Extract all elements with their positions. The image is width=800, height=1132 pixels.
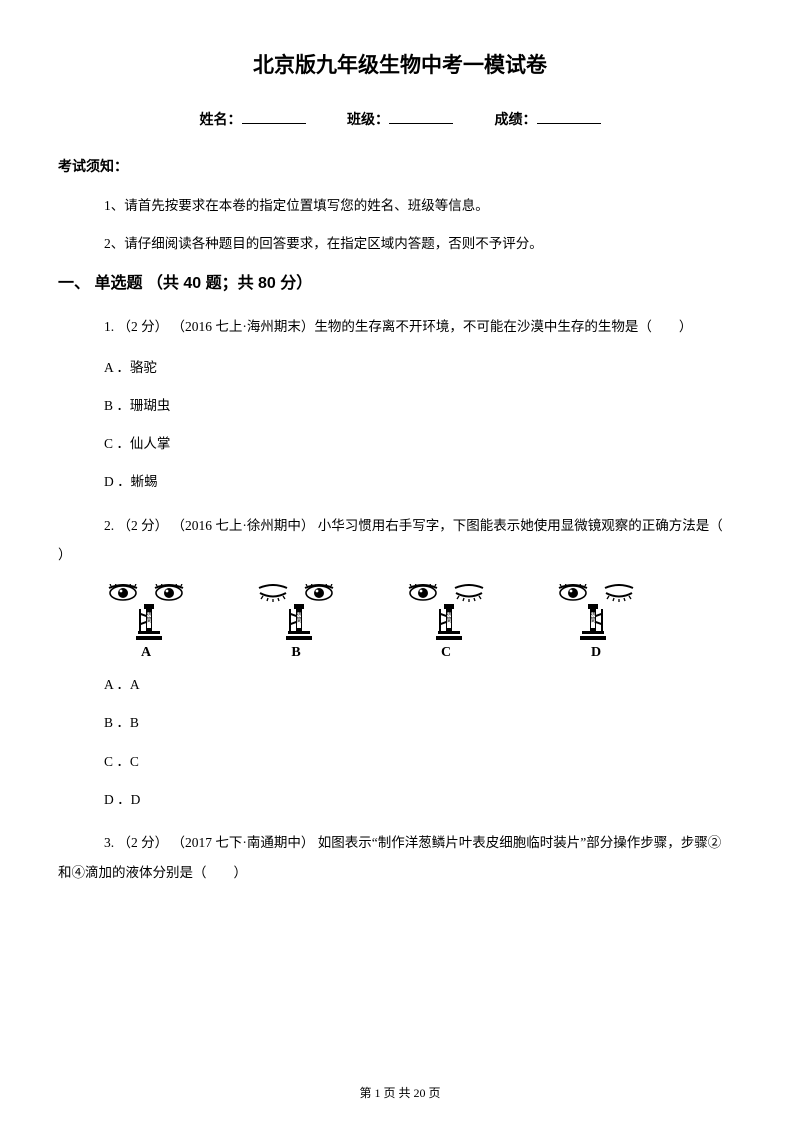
q2-stem-line2: ） — [58, 547, 72, 562]
q2-fig-a: 镜筒 A — [96, 584, 196, 663]
q2-fig-d-label: D — [591, 642, 601, 663]
q2-fig-d-eyes — [557, 584, 635, 602]
microscope-icon: 镜筒 — [581, 604, 611, 640]
score-blank[interactable] — [537, 110, 601, 124]
q2-fig-c: 镜筒 C — [396, 584, 496, 663]
section-1-heading: 一、 单选题 （共 40 题；共 80 分） — [58, 272, 742, 296]
q2-figure-row: 镜筒 A — [96, 584, 742, 663]
q2-opt-d: D ．D — [104, 790, 742, 810]
eye-closed-icon — [453, 584, 485, 602]
page-title: 北京版九年级生物中考一模试卷 — [58, 50, 742, 82]
q2-fig-b-label: B — [291, 642, 300, 663]
eye-open-icon — [557, 584, 589, 602]
q2-fig-c-label: C — [441, 642, 451, 663]
notice-heading: 考试须知： — [58, 157, 742, 178]
name-label: 姓名： — [200, 113, 242, 128]
eye-closed-icon — [257, 584, 289, 602]
q1-opt-b: B ．珊瑚虫 — [104, 396, 742, 416]
q3-stem-line1: 3. （2 分） （2017 七下·南通期中） 如图表示“制作洋葱鳞片叶表皮细胞… — [104, 835, 721, 850]
class-label: 班级： — [347, 113, 389, 128]
q2-opt-c: C ．C — [104, 752, 742, 772]
q2-opt-b: B ．B — [104, 713, 742, 733]
notice-line-2: 2、请仔细阅读各种题目的回答要求，在指定区域内答题，否则不予评分。 — [104, 234, 742, 254]
microscope-icon: 镜筒 — [431, 604, 461, 640]
eye-closed-icon — [603, 584, 635, 602]
q1-stem: 1. （2 分） （2016 七上·海州期末）生物的生存离不开环境，不可能在沙漠… — [104, 314, 742, 340]
q1-opt-d: D ．蜥蜴 — [104, 472, 742, 492]
name-blank[interactable] — [242, 110, 306, 124]
q2-fig-a-eyes — [107, 584, 185, 602]
microscope-icon: 镜筒 — [281, 604, 311, 640]
q2-stem-line1: 2. （2 分） （2016 七上·徐州期中） 小华习惯用右手写字，下图能表示她… — [104, 518, 723, 533]
notice-line-1: 1、请首先按要求在本卷的指定位置填写您的姓名、班级等信息。 — [104, 196, 742, 216]
q2-stem: 2. （2 分） （2016 七上·徐州期中） 小华习惯用右手写字，下图能表示她… — [58, 511, 742, 570]
q2-fig-b: 镜筒 B — [246, 584, 346, 663]
q2-opt-a: A ．A — [104, 675, 742, 695]
q3-stem: 3. （2 分） （2017 七下·南通期中） 如图表示“制作洋葱鳞片叶表皮细胞… — [58, 828, 742, 887]
q2-fig-c-eyes — [407, 584, 485, 602]
q2-fig-b-eyes — [257, 584, 335, 602]
class-blank[interactable] — [389, 110, 453, 124]
page-footer: 第 1 页 共 20 页 — [0, 1084, 800, 1102]
eye-open-icon — [303, 584, 335, 602]
q1-opt-a: A ．骆驼 — [104, 358, 742, 378]
q3-stem-line2: 和④滴加的液体分别是（ ） — [58, 865, 247, 880]
student-info-row: 姓名： 班级： 成绩： — [58, 110, 742, 131]
eye-open-icon — [153, 584, 185, 602]
microscope-icon: 镜筒 — [131, 604, 161, 640]
q1-opt-c: C ．仙人掌 — [104, 434, 742, 454]
q2-fig-a-label: A — [141, 642, 151, 663]
score-label: 成绩： — [495, 113, 537, 128]
eye-open-icon — [407, 584, 439, 602]
q2-fig-d: 镜筒 D — [546, 584, 646, 663]
eye-open-icon — [107, 584, 139, 602]
